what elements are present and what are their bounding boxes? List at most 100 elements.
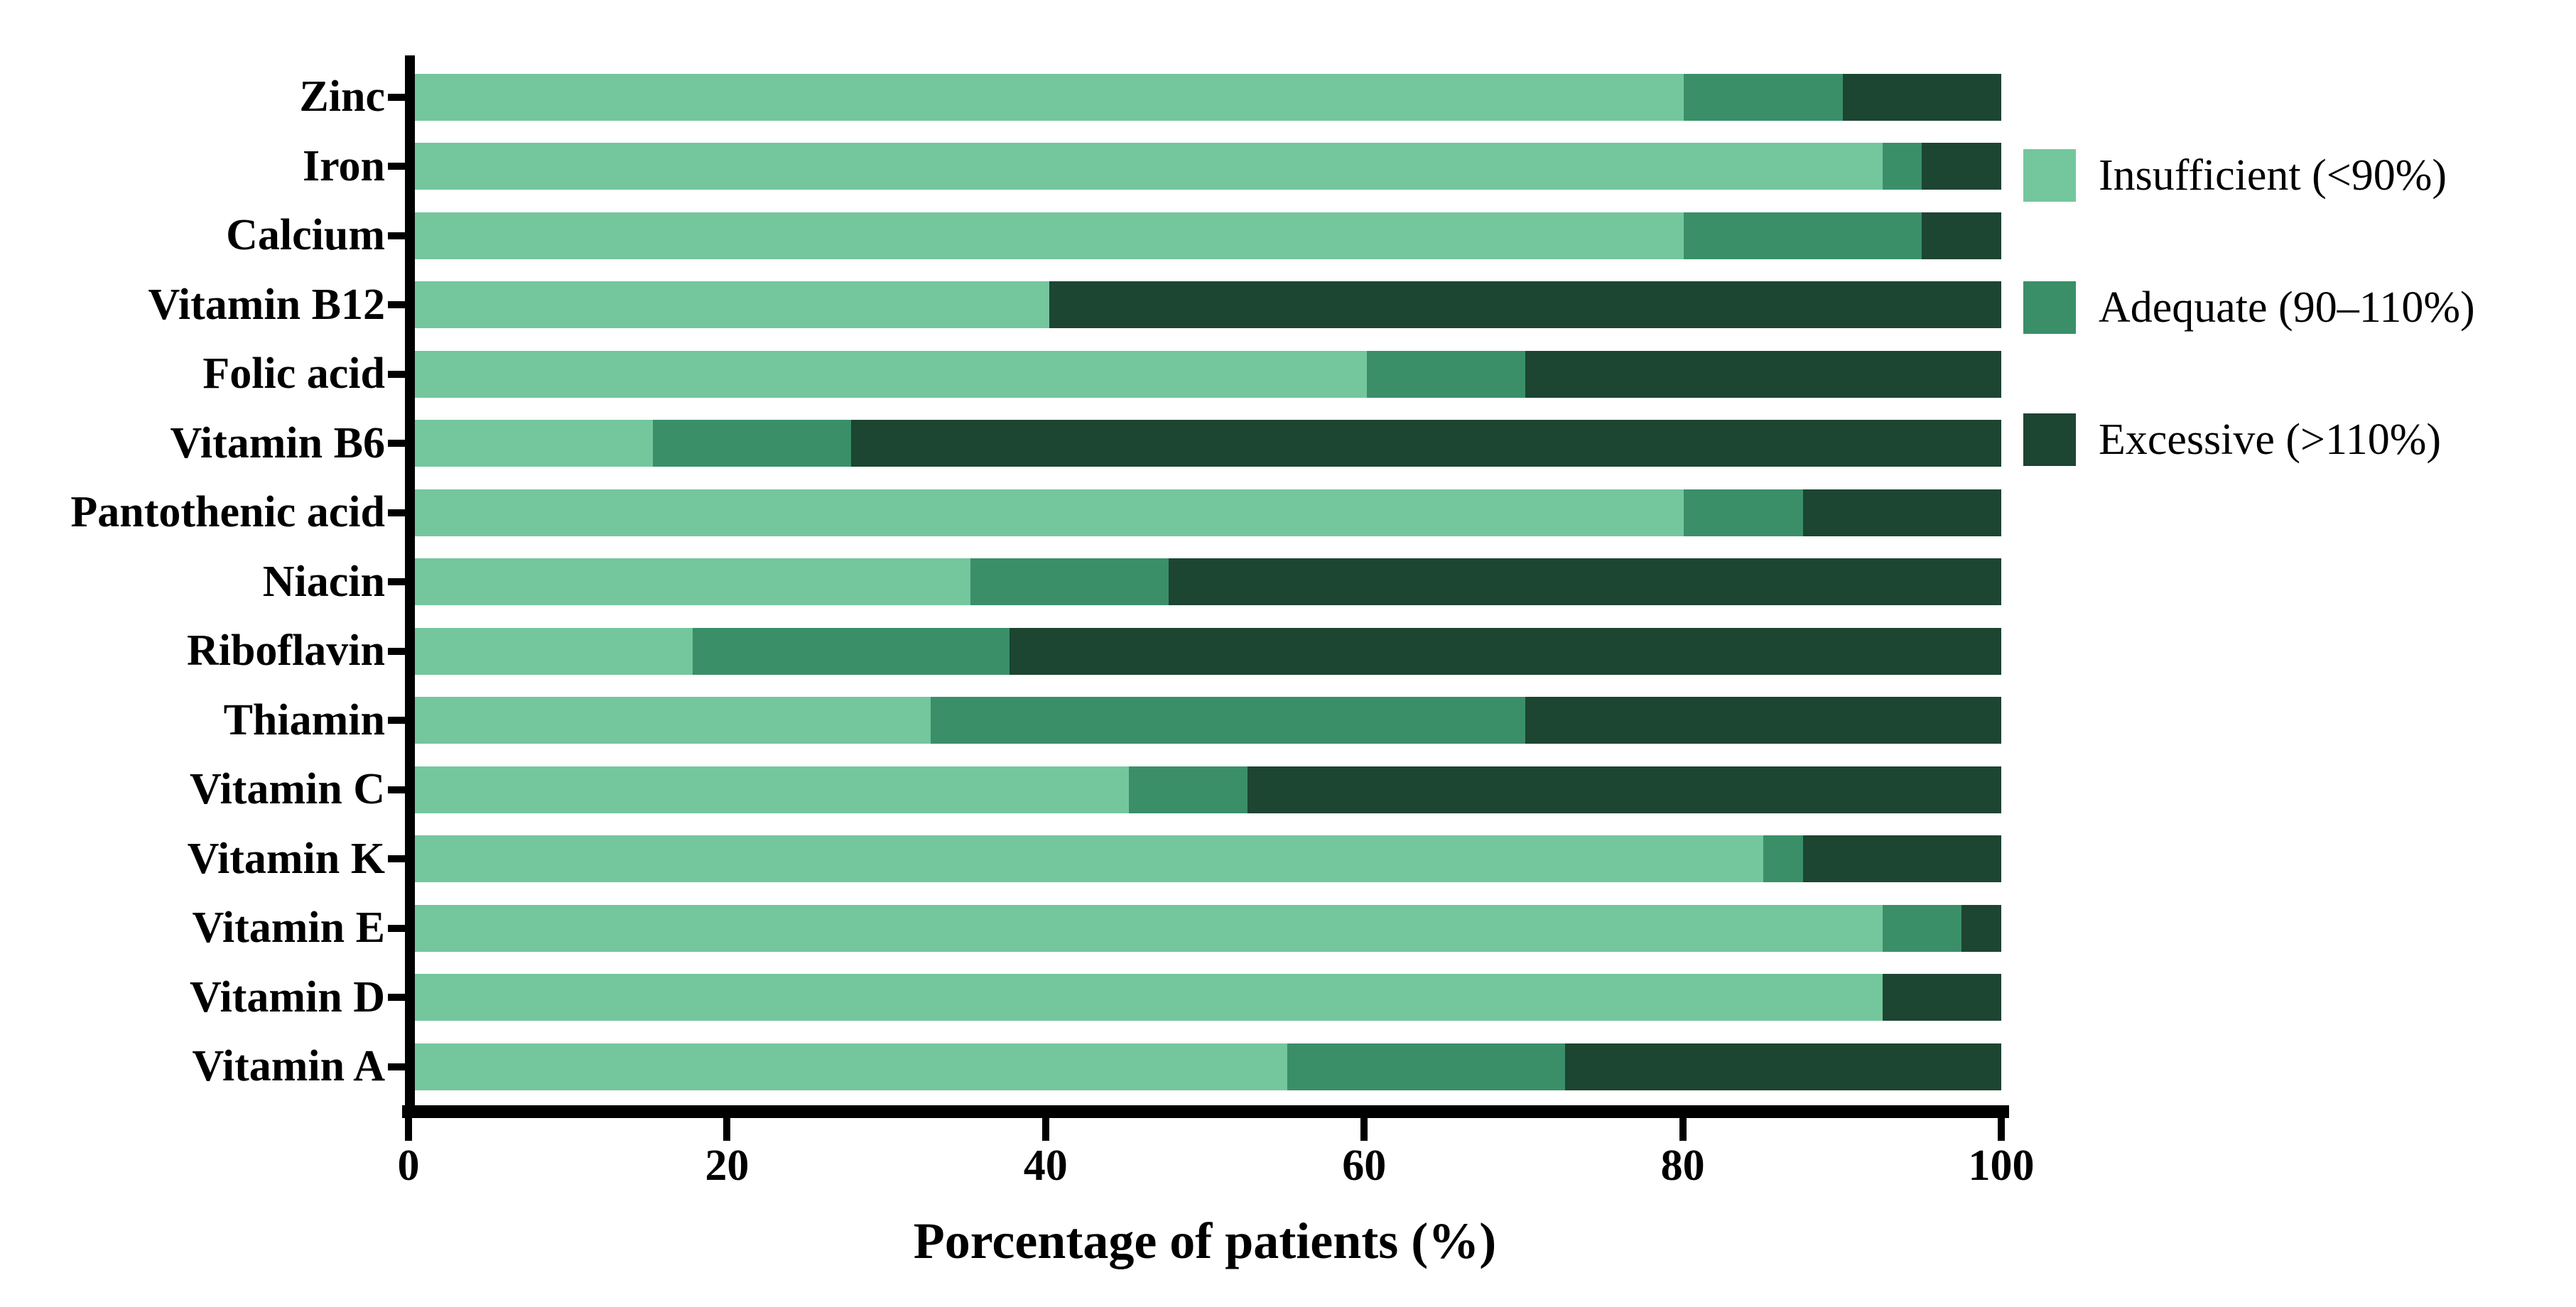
y-tick-mark bbox=[388, 509, 406, 516]
bar-segment bbox=[1684, 489, 1803, 536]
legend: Insufficient (<90%) Adequate (90–110%) E… bbox=[2023, 149, 2475, 546]
bar-segment bbox=[1248, 766, 2001, 813]
bar-segment bbox=[415, 143, 1883, 190]
legend-label-excessive: Excessive (>110%) bbox=[2099, 416, 2442, 464]
bar-segment bbox=[1168, 558, 2001, 606]
bar-segment bbox=[692, 627, 1010, 675]
bar-row-vitamin-b6 bbox=[415, 420, 2001, 467]
legend-label-adequate: Adequate (90–110%) bbox=[2099, 283, 2475, 332]
bar-row-vitamin-b12 bbox=[415, 281, 2001, 329]
category-label: Calcium bbox=[226, 211, 385, 260]
bar-segment bbox=[1922, 212, 2001, 259]
category-label: Vitamin D bbox=[190, 972, 385, 1021]
legend-label-insufficient: Insufficient (<90%) bbox=[2099, 151, 2447, 200]
bar-segment bbox=[415, 281, 1050, 329]
x-tick-label: 0 bbox=[397, 1141, 420, 1190]
category-label: Vitamin C bbox=[190, 765, 385, 814]
legend-item-adequate: Adequate (90–110%) bbox=[2023, 281, 2475, 334]
y-tick-mark bbox=[388, 786, 406, 793]
x-tick-label: 20 bbox=[705, 1141, 749, 1190]
y-tick-mark bbox=[388, 924, 406, 932]
bar-row-thiamin bbox=[415, 697, 2001, 744]
y-tick-mark bbox=[388, 440, 406, 448]
y-tick-mark bbox=[388, 994, 406, 1002]
bar-segment bbox=[1763, 835, 1803, 883]
bar-segment bbox=[1049, 281, 2001, 329]
y-tick-mark bbox=[388, 578, 406, 586]
bar-segment bbox=[1802, 835, 2001, 883]
bar-segment bbox=[415, 489, 1684, 536]
bar-segment bbox=[415, 558, 970, 606]
bar-row-zinc bbox=[415, 73, 2001, 121]
bar-segment bbox=[415, 350, 1367, 398]
bar-segment bbox=[415, 1043, 1288, 1090]
legend-swatch-adequate-icon bbox=[2023, 281, 2076, 334]
bar-row-riboflavin bbox=[415, 627, 2001, 675]
category-label: Vitamin B6 bbox=[170, 418, 385, 467]
bar-segment bbox=[1128, 766, 1248, 813]
bar-segment bbox=[415, 766, 1129, 813]
bar-segment bbox=[415, 904, 1883, 952]
y-tick-mark bbox=[388, 163, 406, 170]
category-label: Vitamin A bbox=[192, 1042, 385, 1091]
category-label: Vitamin K bbox=[187, 834, 385, 883]
bar-row-folic-acid bbox=[415, 350, 2001, 398]
x-tick-mark bbox=[723, 1118, 731, 1141]
bar-row-vitamin-a bbox=[415, 1043, 2001, 1090]
legend-item-insufficient: Insufficient (<90%) bbox=[2023, 149, 2475, 202]
bar-segment bbox=[415, 420, 653, 467]
bar-row-vitamin-c bbox=[415, 766, 2001, 813]
x-tick-mark bbox=[1679, 1118, 1687, 1141]
y-tick-mark bbox=[388, 93, 406, 101]
bar-segment bbox=[1882, 904, 1962, 952]
y-tick-mark bbox=[388, 232, 406, 239]
category-label: Vitamin B12 bbox=[148, 280, 385, 329]
x-axis-line bbox=[402, 1105, 2009, 1118]
bar-segment bbox=[1525, 697, 2001, 744]
bar-row-vitamin-e bbox=[415, 904, 2001, 952]
bar-segment bbox=[1842, 73, 2001, 121]
bar-row-vitamin-k bbox=[415, 835, 2001, 883]
category-label: Zinc bbox=[299, 72, 385, 121]
legend-swatch-excessive-icon bbox=[2023, 413, 2076, 466]
x-tick-label: 100 bbox=[1968, 1141, 2035, 1190]
bar-segment bbox=[1287, 1043, 1565, 1090]
bar-segment bbox=[415, 974, 1883, 1021]
bar-segment bbox=[1922, 143, 2001, 190]
bar-segment bbox=[970, 558, 1169, 606]
bar-segment bbox=[415, 212, 1684, 259]
category-label: Riboflavin bbox=[186, 627, 385, 676]
bar-segment bbox=[1882, 143, 1922, 190]
bar-segment bbox=[1366, 350, 1526, 398]
y-tick-mark bbox=[388, 1063, 406, 1070]
bar-segment bbox=[851, 420, 2001, 467]
y-tick-mark bbox=[388, 370, 406, 378]
category-label: Folic acid bbox=[202, 349, 385, 398]
bar-segment bbox=[415, 73, 1684, 121]
bar-segment bbox=[930, 697, 1526, 744]
x-tick-mark bbox=[405, 1118, 412, 1141]
y-tick-mark bbox=[388, 717, 406, 725]
y-tick-mark bbox=[388, 301, 406, 309]
bar-segment bbox=[1010, 627, 2001, 675]
bar-segment bbox=[652, 420, 852, 467]
category-label: Pantothenic acid bbox=[70, 488, 385, 537]
bar-segment bbox=[1564, 1043, 2001, 1090]
category-label: Iron bbox=[302, 141, 385, 190]
y-axis-line bbox=[405, 55, 415, 1118]
x-tick-label: 80 bbox=[1660, 1141, 1705, 1190]
y-tick-mark bbox=[388, 647, 406, 655]
bar-segment bbox=[1882, 974, 2001, 1021]
bar-row-pantothenic-acid bbox=[415, 489, 2001, 536]
x-tick-label: 60 bbox=[1342, 1141, 1387, 1190]
bar-segment bbox=[415, 697, 931, 744]
bar-row-vitamin-d bbox=[415, 974, 2001, 1021]
bar-segment bbox=[1684, 212, 1922, 259]
category-label: Vitamin E bbox=[192, 904, 385, 953]
x-tick-label: 40 bbox=[1023, 1141, 1068, 1190]
bar-row-calcium bbox=[415, 212, 2001, 259]
bar-row-iron bbox=[415, 143, 2001, 190]
bar-segment bbox=[1961, 904, 2001, 952]
bar-row-niacin bbox=[415, 558, 2001, 606]
